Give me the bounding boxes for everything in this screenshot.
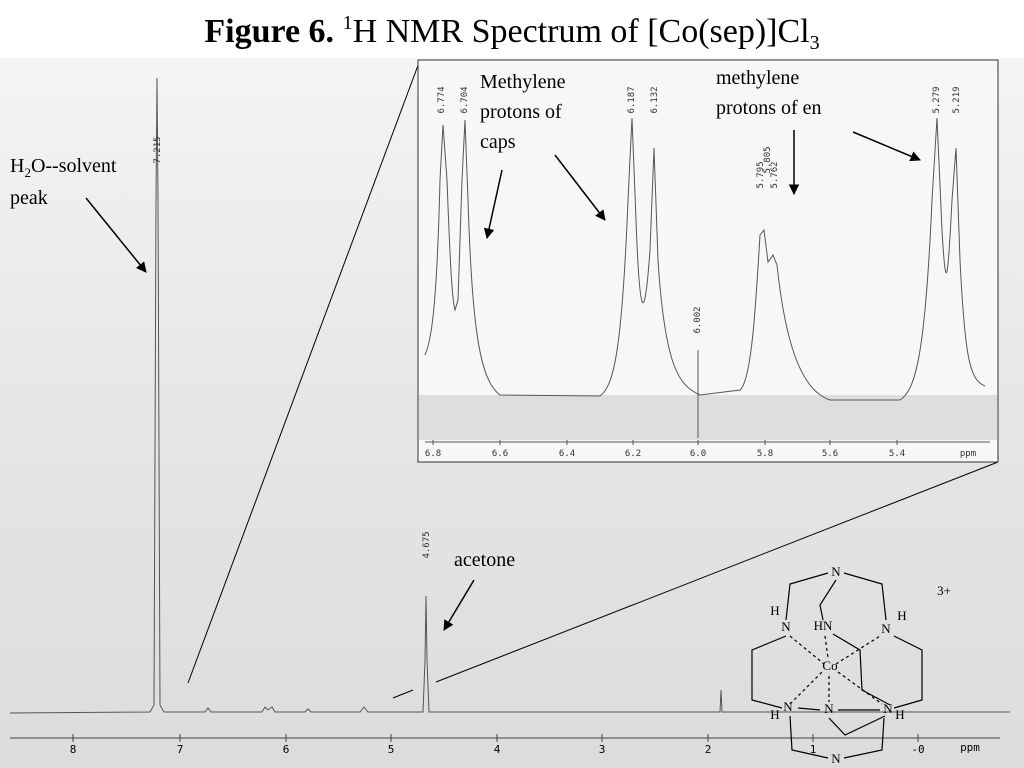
arrow <box>554 154 606 221</box>
atom-label: N <box>824 701 834 716</box>
zoom-line <box>392 689 414 699</box>
en-label: protons of en <box>716 97 822 119</box>
atom-label: H <box>770 603 779 618</box>
zoom-line <box>435 461 999 683</box>
atom-label: H <box>897 608 906 623</box>
title: Figure 6. 1H NMR Spectrum of [Co(sep)]Cl… <box>204 12 819 54</box>
solvent-label: peak <box>10 187 48 209</box>
caps-label: caps <box>480 131 516 153</box>
caps-label: Methylene <box>480 71 566 93</box>
peak-label: 7.215 <box>153 136 163 163</box>
tick-label: 5 <box>388 743 395 756</box>
peak-label: 5.219 <box>952 86 962 113</box>
atom-label: H <box>895 707 904 722</box>
atom-label: N <box>881 621 891 636</box>
atom-label: N <box>831 564 841 579</box>
zoom-line <box>187 59 421 684</box>
arrow <box>483 169 503 240</box>
atom-label: N <box>883 701 893 716</box>
tick-label: 8 <box>70 743 77 756</box>
inset-trace <box>424 117 986 401</box>
peak-label: 5.805 <box>763 146 773 173</box>
inset-band <box>419 395 997 440</box>
caps-label: protons of <box>480 101 562 123</box>
peak-label: 5.795 <box>756 161 766 188</box>
peak-label: 5.279 <box>932 86 942 113</box>
tick-label: 5.8 <box>757 449 773 459</box>
tick-label: 2 <box>705 743 712 756</box>
structure-bonds <box>751 572 923 759</box>
arrow <box>85 197 147 273</box>
solvent-label: H2O--solvent <box>10 155 117 180</box>
peak-label: 5.762 <box>770 161 780 188</box>
tick-label: 6.2 <box>625 449 641 459</box>
tick-label: 1 <box>810 743 817 756</box>
spectrum-trace <box>9 77 1010 714</box>
tick-label: 3 <box>599 743 606 756</box>
peak-label: 6.132 <box>650 86 660 113</box>
arrow <box>443 579 475 631</box>
peak-label: 4.675 <box>422 531 432 558</box>
peak-label: 6.704 <box>460 86 470 113</box>
atom-label: HN <box>814 618 833 633</box>
tick-label: 6.4 <box>559 449 575 459</box>
axis-unit: ppm <box>960 449 976 459</box>
tick-label: 5.6 <box>822 449 838 459</box>
en-label: methylene <box>716 67 799 89</box>
title-band <box>0 0 1024 58</box>
peak-label: 6.774 <box>437 86 447 113</box>
atom-label: N <box>781 619 791 634</box>
acetone-label: acetone <box>454 549 515 571</box>
atom-label: H <box>770 707 779 722</box>
tick-label: 6.8 <box>425 449 441 459</box>
atom-label: Co <box>822 658 837 673</box>
atom-label: N <box>831 751 841 766</box>
tick-label: 5.4 <box>889 449 905 459</box>
charge: 3+ <box>937 583 951 598</box>
peak-label: 6.002 <box>693 306 703 333</box>
tick-label: 6.0 <box>690 449 706 459</box>
arrow <box>852 131 921 162</box>
tick-label: -0 <box>911 743 924 756</box>
tick-label: 6 <box>283 743 290 756</box>
atom-label: N <box>783 699 793 714</box>
axis-unit: ppm <box>960 741 980 754</box>
tick-label: 6.6 <box>492 449 508 459</box>
tick-label: 7 <box>177 743 184 756</box>
peak-label: 6.187 <box>627 86 637 113</box>
tick-label: 4 <box>494 743 501 756</box>
